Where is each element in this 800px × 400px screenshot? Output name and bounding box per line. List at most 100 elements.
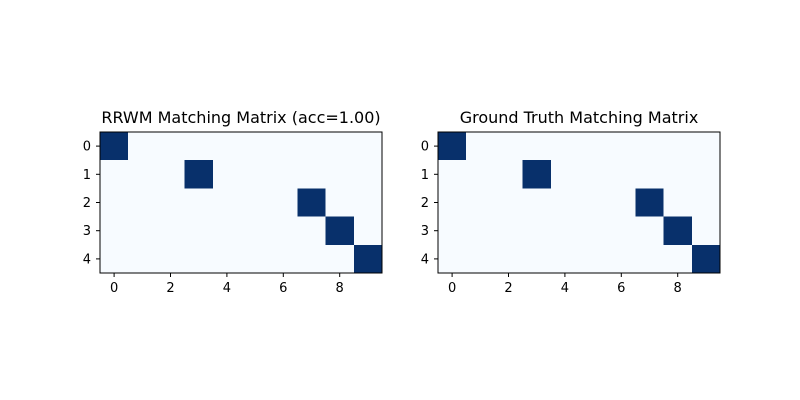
heatmap-cell-r1-c0: [100, 160, 129, 189]
heatmap-cell-r3-c0: [438, 216, 467, 246]
heatmap-cell-r2-c2: [156, 188, 185, 217]
heatmap-cell-r1-c9: [691, 160, 721, 189]
heatmap-cell-r4-c5: [579, 244, 608, 274]
x-tick-label: 4: [223, 281, 231, 296]
heatmap-cell-r1-c5: [579, 160, 608, 189]
heatmap-cell-r2-c3: [184, 188, 214, 217]
heatmap-cell-r1-c2: [156, 160, 185, 189]
heatmap-cell-r3-c8: [325, 216, 355, 246]
heatmap-cell-r3-c4: [550, 216, 580, 246]
heatmap-cell-r0-c6: [269, 132, 298, 161]
heatmap-cell-r1-c8: [325, 160, 355, 189]
ground-truth-matrix-panel: Ground Truth Matching Matrix 0 2 4 6 8 0 1 2 3 4: [421, 108, 721, 296]
x-tick-label: 0: [448, 281, 456, 296]
heatmap-cell-r0-c4: [212, 132, 242, 161]
heatmap-cell-r2-c4: [212, 188, 242, 217]
heatmap-cell-r2-c8: [663, 188, 693, 217]
heatmap-cell-r3-c2: [156, 216, 185, 246]
heatmap-cell-r1-c2: [494, 160, 523, 189]
heatmap-cell-r2-c0: [438, 188, 467, 217]
heatmap-cell-r4-c2: [494, 244, 523, 274]
heatmap-cell-r4-c1: [466, 244, 495, 274]
heatmap-cell-r2-c6: [607, 188, 636, 217]
heatmap-cell-r0-c4: [550, 132, 580, 161]
rrwm-matrix-panel: RRWM Matching Matrix (acc=1.00) 0 2 4 6 8 0 1 2…: [83, 108, 383, 296]
heatmap-cell-r0-c9: [691, 132, 721, 161]
heatmap-cell-r4-c0: [100, 244, 129, 274]
y-tick-label: 0: [421, 140, 429, 155]
heatmap-cell-r1-c7: [297, 160, 326, 189]
heatmap-cell-r4-c0: [438, 244, 467, 274]
heatmap-cell-r3-c6: [269, 216, 298, 246]
heatmap-cell-r0-c7: [635, 132, 664, 161]
heatmap-cell-r4-c4: [550, 244, 580, 274]
heatmap-cell-r4-c2: [156, 244, 185, 274]
heatmap-cell-r0-c5: [241, 132, 270, 161]
heatmap-cell-r1-c1: [466, 160, 495, 189]
chart-title: RRWM Matching Matrix (acc=1.00): [101, 108, 380, 127]
y-tick-label: 1: [83, 168, 91, 183]
heatmap-cell-r2-c9: [691, 188, 721, 217]
y-tick-label: 2: [421, 196, 429, 211]
heatmap-cell-r1-c9: [353, 160, 383, 189]
heatmap-cell-r4-c7: [297, 244, 326, 274]
heatmap-cell-r3-c5: [241, 216, 270, 246]
heatmap-cell-r1-c6: [607, 160, 636, 189]
x-tick-label: 6: [279, 281, 287, 296]
heatmap-cells: [100, 132, 383, 274]
heatmap-cell-r0-c2: [156, 132, 185, 161]
heatmap-cells: [438, 132, 721, 274]
y-tick-label: 4: [83, 252, 91, 267]
heatmap-cell-r2-c5: [241, 188, 270, 217]
x-tick-label: 2: [504, 281, 512, 296]
heatmap-cell-r4-c6: [607, 244, 636, 274]
heatmap-cell-r1-c8: [663, 160, 693, 189]
heatmap-cell-r1-c3: [184, 160, 214, 189]
heatmap-cell-r1-c4: [212, 160, 242, 189]
x-tick-label: 4: [561, 281, 569, 296]
y-tick-label: 0: [83, 140, 91, 155]
heatmap-cell-r2-c8: [325, 188, 355, 217]
heatmap-cell-r0-c8: [663, 132, 693, 161]
heatmap-cell-r0-c6: [607, 132, 636, 161]
heatmap-cell-r4-c1: [128, 244, 157, 274]
heatmap-cell-r3-c9: [691, 216, 721, 246]
chart-title: Ground Truth Matching Matrix: [460, 108, 699, 127]
heatmap-cell-r1-c4: [550, 160, 580, 189]
heatmap-cell-r3-c4: [212, 216, 242, 246]
heatmap-cell-r4-c7: [635, 244, 664, 274]
y-tick-label: 4: [421, 252, 429, 267]
heatmap-cell-r3-c1: [128, 216, 157, 246]
heatmap-cell-r0-c8: [325, 132, 355, 161]
heatmap-cell-r4-c9: [353, 244, 383, 274]
heatmap-cell-r0-c0: [100, 132, 129, 161]
heatmap-cell-r2-c4: [550, 188, 580, 217]
heatmap-cell-r1-c6: [269, 160, 298, 189]
heatmap-cell-r0-c1: [128, 132, 157, 161]
heatmap-cell-r4-c4: [212, 244, 242, 274]
x-tick-label: 0: [110, 281, 118, 296]
y-tick-label: 3: [421, 224, 429, 239]
heatmap-cell-r0-c0: [438, 132, 467, 161]
heatmap-cell-r4-c6: [269, 244, 298, 274]
heatmap-cell-r1-c7: [635, 160, 664, 189]
heatmap-cell-r0-c9: [353, 132, 383, 161]
heatmap-cell-r4-c3: [522, 244, 552, 274]
heatmap-cell-r2-c3: [522, 188, 552, 217]
heatmap-cell-r4-c9: [691, 244, 721, 274]
y-tick-label: 3: [83, 224, 91, 239]
heatmap-cell-r3-c1: [466, 216, 495, 246]
heatmap-cell-r3-c9: [353, 216, 383, 246]
heatmap-cell-r2-c1: [466, 188, 495, 217]
heatmap-cell-r3-c7: [297, 216, 326, 246]
heatmap-cell-r2-c1: [128, 188, 157, 217]
x-tick-label: 6: [617, 281, 625, 296]
heatmap-cell-r1-c5: [241, 160, 270, 189]
x-tick-label: 8: [336, 281, 344, 296]
heatmap-cell-r1-c3: [522, 160, 552, 189]
heatmap-cell-r3-c7: [635, 216, 664, 246]
heatmap-cell-r4-c8: [663, 244, 693, 274]
heatmap-cell-r3-c2: [494, 216, 523, 246]
x-tick-label: 8: [674, 281, 682, 296]
heatmap-cell-r2-c2: [494, 188, 523, 217]
